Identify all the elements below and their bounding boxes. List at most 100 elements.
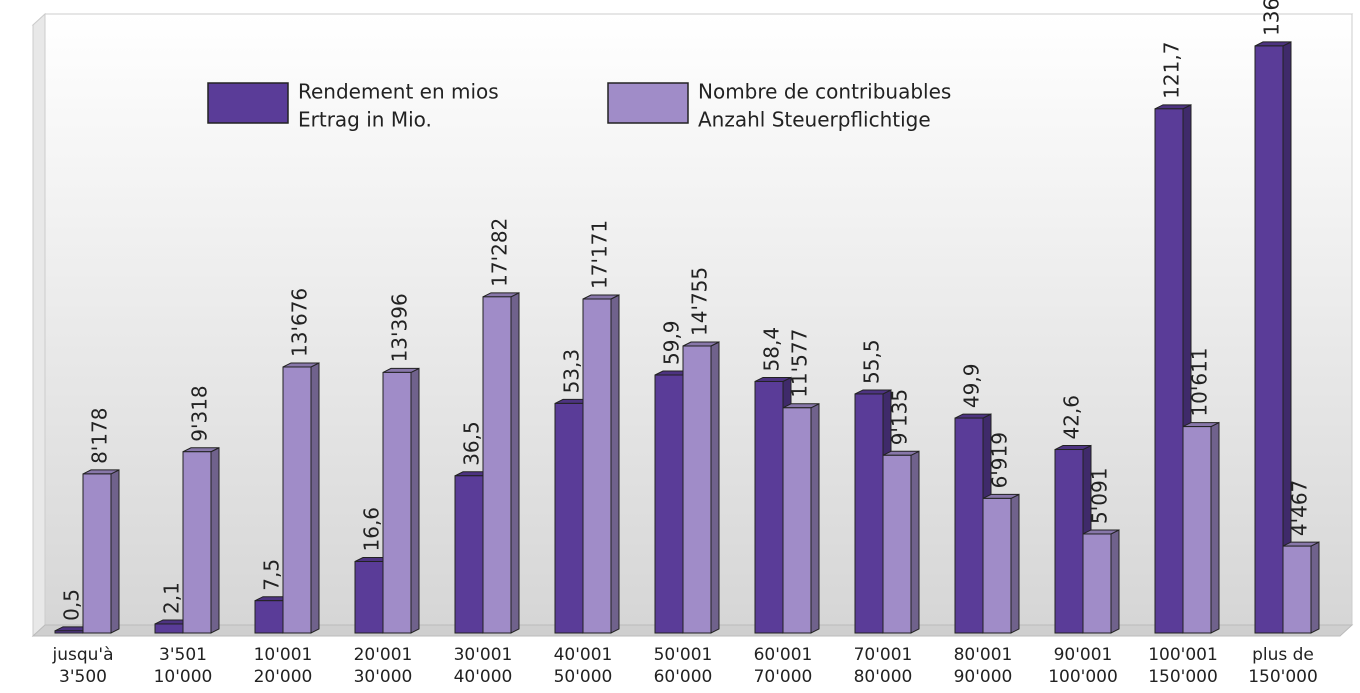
- legend-label: Nombre de contribuables: [698, 80, 951, 104]
- bar: [354, 561, 384, 634]
- bar: [1082, 533, 1112, 634]
- x-tick-label: 3'501: [159, 645, 207, 665]
- value-label: 2,1: [160, 582, 184, 614]
- x-tick-label: 80'001: [954, 645, 1013, 665]
- x-tick-label: 100'001: [1148, 645, 1218, 665]
- bar-side: [810, 402, 820, 634]
- x-tick-label: 60'001: [754, 645, 813, 665]
- bar: [382, 371, 412, 634]
- x-tick-label: 90'001: [1054, 645, 1113, 665]
- x-tick-label: 10'001: [254, 645, 313, 665]
- x-tick-label: 30'001: [454, 645, 513, 665]
- legend-swatch: [607, 82, 689, 124]
- x-tick-label: 50'000: [554, 667, 613, 687]
- x-tick-label: 3'500: [59, 667, 107, 687]
- bar: [582, 298, 612, 634]
- x-tick-label: plus de: [1252, 645, 1314, 665]
- bar: [454, 475, 484, 634]
- value-label: 10'611: [1188, 347, 1212, 416]
- bar-side: [1010, 493, 1020, 634]
- bar: [1154, 108, 1184, 634]
- bar-side: [310, 362, 320, 634]
- value-label: 49,9: [960, 364, 984, 409]
- legend-swatch: [207, 82, 289, 124]
- bar-side: [410, 367, 420, 634]
- bar: [1254, 45, 1284, 634]
- value-label: 7,5: [260, 559, 284, 591]
- x-tick-label: 40'000: [454, 667, 513, 687]
- bar: [482, 296, 512, 634]
- bar: [1054, 449, 1084, 634]
- value-label: 42,6: [1060, 395, 1084, 440]
- x-tick-label: 70'000: [754, 667, 813, 687]
- x-tick-label: 50'001: [654, 645, 713, 665]
- bar-side: [510, 292, 520, 634]
- value-label: 58,4: [760, 327, 784, 372]
- value-label: 36,5: [460, 421, 484, 466]
- value-label: 16,6: [360, 507, 384, 552]
- x-tick-label: 90'000: [954, 667, 1013, 687]
- bar: [882, 454, 912, 634]
- legend: Rendement en mios Ertrag in Mio. Nombre de…: [207, 80, 951, 132]
- bar: [654, 374, 684, 634]
- legend-label: Anzahl Steuerpflichtige: [698, 108, 931, 132]
- x-tick-label: 60'000: [654, 667, 713, 687]
- x-tick-label: 10'000: [154, 667, 213, 687]
- x-tick-label: 150'000: [1148, 667, 1218, 687]
- bar: [554, 402, 584, 634]
- bar-side: [1110, 529, 1120, 634]
- bar: [754, 380, 784, 634]
- bar-side: [910, 450, 920, 634]
- value-label: 5'091: [1088, 468, 1112, 524]
- value-label: 13'676: [288, 288, 312, 357]
- bar-side: [110, 469, 120, 634]
- value-label: 13'396: [388, 293, 412, 362]
- value-label: 55,5: [860, 339, 884, 384]
- bar-side: [610, 294, 620, 634]
- bar: [954, 417, 984, 634]
- bar: [182, 451, 212, 634]
- bar: [682, 345, 712, 634]
- value-label: 136,3: [1260, 0, 1284, 36]
- value-label: 9'318: [188, 385, 212, 441]
- bar-side: [710, 341, 720, 634]
- legend-label: Ertrag in Mio.: [298, 108, 432, 132]
- value-label: 11'577: [788, 329, 812, 398]
- value-label: 17'282: [488, 218, 512, 287]
- value-label: 0,5: [60, 589, 84, 621]
- x-tick-label: 30'000: [354, 667, 413, 687]
- value-label: 14'755: [688, 267, 712, 336]
- bar: [782, 407, 812, 634]
- bar: [854, 393, 884, 634]
- bar-side: [1310, 541, 1320, 634]
- bar: [154, 623, 184, 634]
- value-label: 59,9: [660, 320, 684, 365]
- value-label: 121,7: [1160, 42, 1184, 99]
- x-tick-label: 40'001: [554, 645, 613, 665]
- x-tick-label: jusqu'à: [51, 645, 113, 665]
- x-tick-label: 70'001: [854, 645, 913, 665]
- bar: [282, 366, 312, 634]
- value-label: 6'919: [988, 432, 1012, 488]
- value-label: 4'467: [1288, 480, 1312, 536]
- bar: [82, 473, 112, 634]
- bar: [254, 600, 284, 634]
- bar: [1182, 426, 1212, 634]
- bar: [982, 497, 1012, 634]
- x-tick-label: 20'000: [254, 667, 313, 687]
- value-label: 9'135: [888, 389, 912, 445]
- bar-side: [1210, 421, 1220, 634]
- value-label: 53,3: [560, 349, 584, 394]
- bar: [54, 630, 84, 634]
- value-label: 8'178: [88, 408, 112, 464]
- bar-side: [210, 446, 220, 634]
- x-tick-label: 100'000: [1048, 667, 1118, 687]
- x-tick-label: 80'000: [854, 667, 913, 687]
- x-tick-label: 20'001: [354, 645, 413, 665]
- value-label: 17'171: [588, 220, 612, 289]
- x-tick-label: 150'000: [1248, 667, 1318, 687]
- bars: 0,5 8'178 2,1 9'318 7,5 13'676 16,6 13'396 36,5 1…: [54, 0, 1320, 634]
- panel-left: [32, 12, 46, 638]
- legend-label: Rendement en mios: [298, 80, 499, 104]
